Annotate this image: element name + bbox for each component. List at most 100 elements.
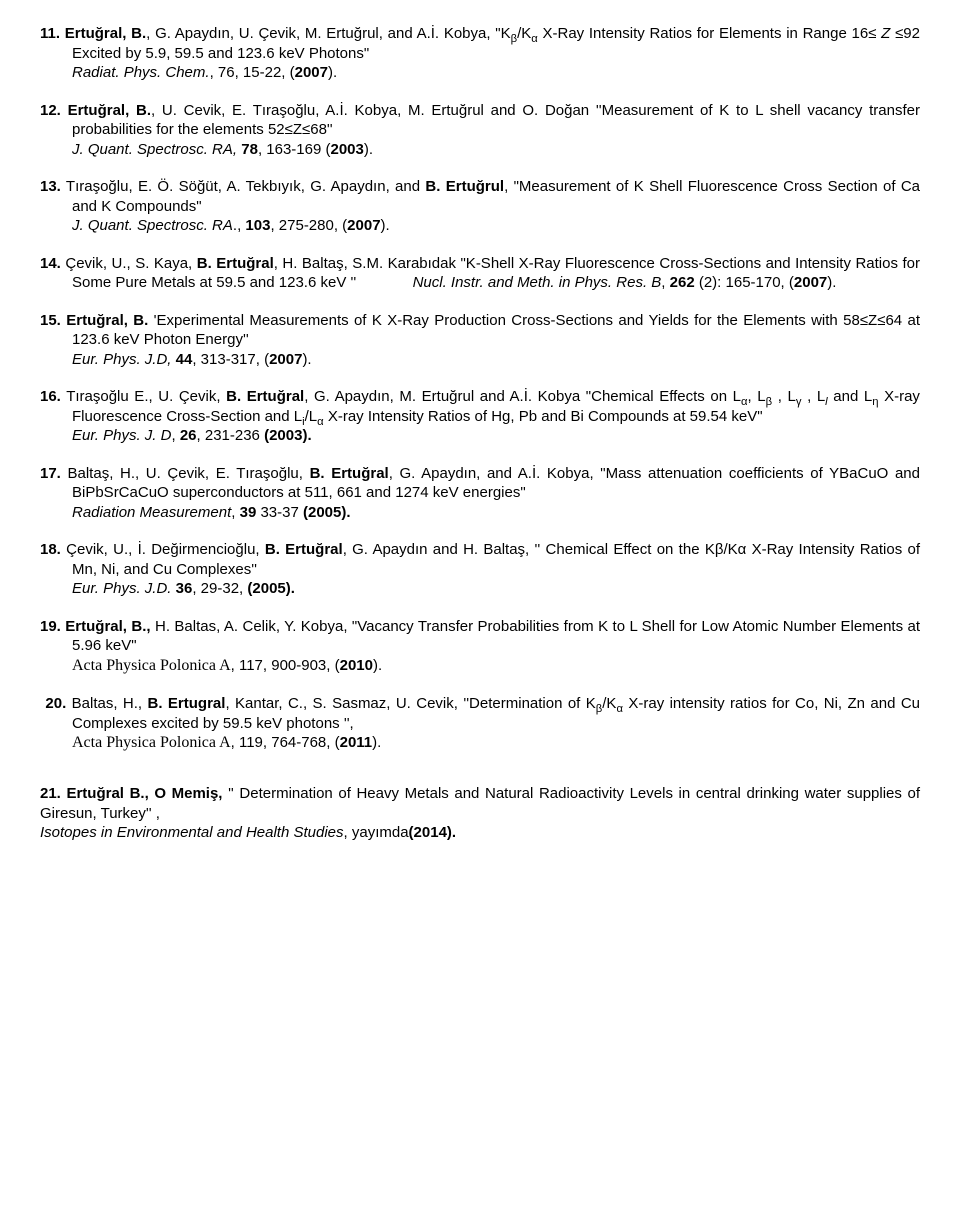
bold-author: B. Ertuğral: [265, 541, 343, 558]
ref-num: 14.: [40, 255, 61, 272]
vol: 39: [240, 504, 257, 521]
year: 2007: [295, 64, 328, 81]
journal: Isotopes in Environmental and Health Stu…: [40, 824, 344, 841]
ref-body: 17. Baltaş, H., U. Çevik, E. Tıraşoğlu, …: [40, 464, 920, 503]
bold-author: B. Ertuğral: [197, 255, 274, 272]
year: 2007: [269, 351, 302, 368]
authors: H. Baltas, A. Celik, Y. Kobya, "Vacancy …: [72, 618, 920, 655]
pages: , 275-280, (: [270, 217, 347, 234]
authors-before: Çevik, U., S. Kaya,: [65, 255, 196, 272]
authors: , G. Apaydın, M. Ertuğrul and A.İ. Kobya…: [304, 388, 741, 405]
t: X-Ray Intensity Ratios for Elements in R…: [538, 25, 881, 42]
authors: , G. Apaydın, U. Çevik, M. Ertuğrul, and…: [146, 25, 510, 42]
inline-italic: Z: [881, 25, 895, 42]
bold-author: Ertuğral B., O Memiş,: [66, 785, 222, 802]
t: , L: [772, 388, 796, 405]
journal: Radiation Measurement: [72, 504, 231, 521]
ref-num: 13.: [40, 178, 61, 195]
ref-journal-line: J. Quant. Spectrosc. RA, 78, 163-169 (20…: [40, 140, 920, 160]
ref-journal-line: Eur. Phys. J.D, 44, 313-317, (2007).: [40, 350, 920, 370]
t: .,: [233, 217, 246, 234]
year: (2003).: [264, 427, 312, 444]
journal: Nucl. Instr. and Meth. in Phys. Res. B: [413, 274, 662, 291]
year: (2005).: [303, 504, 351, 521]
reference-16: 16. Tıraşoğlu E., U. Çevik, B. Ertuğral,…: [40, 387, 920, 446]
pages: (2): 165-170, (: [695, 274, 794, 291]
ref-body: 12. Ertuğral, B., U. Cevik, E. Tıraşoğlu…: [40, 101, 920, 140]
ref-num: 18.: [40, 541, 61, 558]
ref-num: 21.: [40, 785, 61, 802]
t: ).: [373, 657, 382, 674]
ref-body: 19. Ertuğral, B., H. Baltas, A. Celik, Y…: [40, 617, 920, 656]
year: 2010: [340, 657, 373, 674]
year: 2011: [340, 734, 373, 751]
vol: 26: [180, 427, 197, 444]
reference-18: 18. Çevik, U., İ. Değirmencioğlu, B. Ert…: [40, 540, 920, 599]
t: ,: [171, 427, 179, 444]
journal: Acta Physica Polonica A: [72, 657, 231, 674]
t: ).: [364, 141, 373, 158]
ref-num: 20.: [45, 695, 66, 712]
t: ,: [231, 504, 239, 521]
year: 2003: [330, 141, 363, 158]
reference-12: 12. Ertuğral, B., U. Cevik, E. Tıraşoğlu…: [40, 101, 920, 160]
year: (2005).: [247, 580, 295, 597]
year: 2007: [794, 274, 827, 291]
reference-11: 11. Ertuğral, B., G. Apaydın, U. Çevik, …: [40, 24, 920, 83]
authors-before: Çevik, U., İ. Değirmencioğlu,: [66, 541, 265, 558]
t: /L: [305, 408, 318, 425]
pages: , 231-236: [197, 427, 265, 444]
journal: Eur. Phys. J. D: [72, 427, 171, 444]
t: ).: [381, 217, 390, 234]
ref-journal-line: Radiat. Phys. Chem., 76, 15-22, (2007).: [40, 63, 920, 83]
authors-before: Tıraşoğlu E., U. Çevik,: [66, 388, 226, 405]
t: /K: [602, 695, 616, 712]
t: ,: [661, 274, 669, 291]
bold-author: B. Ertuğral: [310, 465, 389, 482]
bold-author: B. Ertugral: [148, 695, 226, 712]
ref-journal-line: Isotopes in Environmental and Health Stu…: [40, 823, 920, 843]
bold-author: B. Ertuğrul: [425, 178, 504, 195]
authors: , Kantar, C., S. Sasmaz, U. Cevik, ''Det…: [225, 695, 595, 712]
authors: , U. Cevik, E. Tıraşoğlu, A.İ. Kobya, M.…: [72, 102, 920, 139]
reference-21: 21. Ertuğral B., O Memiş, '' Determinati…: [40, 784, 920, 843]
bold-author: Ertuğral, B.: [66, 312, 148, 329]
ref-body: 16. Tıraşoğlu E., U. Çevik, B. Ertuğral,…: [40, 387, 920, 426]
t: , L: [801, 388, 825, 405]
reference-20: 20. Baltas, H., B. Ertugral, Kantar, C.,…: [40, 694, 920, 754]
t: ).: [302, 351, 311, 368]
ref-num: 17.: [40, 465, 61, 482]
t: , 117, 900-903, (: [231, 657, 340, 674]
ref-journal-line: Acta Physica Polonica A, 119, 764-768, (…: [40, 733, 920, 754]
year: (2014).: [409, 824, 457, 841]
vol: 44: [176, 351, 193, 368]
ref-journal-line: Radiation Measurement, 39 33-37 (2005).: [40, 503, 920, 523]
bold-author: Ertuğral, B.: [65, 25, 146, 42]
vol: 262: [670, 274, 695, 291]
authors-before: Tıraşoğlu, E. Ö. Söğüt, A. Tekbıyık, G. …: [66, 178, 426, 195]
reference-19: 19. Ertuğral, B., H. Baltas, A. Celik, Y…: [40, 617, 920, 677]
vol: 36: [176, 580, 193, 597]
ref-journal-line: Acta Physica Polonica A, 117, 900-903, (…: [40, 656, 920, 677]
ref-body: 18. Çevik, U., İ. Değirmencioğlu, B. Ert…: [40, 540, 920, 579]
vol: 103: [245, 217, 270, 234]
authors: 'Experimental Measurements of K X-Ray Pr…: [72, 312, 920, 349]
journal: Eur. Phys. J.D,: [72, 351, 171, 368]
t: , yayımda: [344, 824, 409, 841]
pages: , 163-169 (: [258, 141, 331, 158]
ref-journal-line: J. Quant. Spectrosc. RA., 103, 275-280, …: [40, 216, 920, 236]
bold-author: Ertuğral, B.: [68, 102, 151, 119]
ref-num: 16.: [40, 388, 61, 405]
authors-before: Baltaş, H., U. Çevik, E. Tıraşoğlu,: [68, 465, 310, 482]
authors-before: Baltas, H.,: [72, 695, 148, 712]
reference-17: 17. Baltaş, H., U. Çevik, E. Tıraşoğlu, …: [40, 464, 920, 523]
t: X-ray Intensity Ratios of Hg, Pb and Bi …: [324, 408, 763, 425]
t: ).: [328, 64, 337, 81]
journal: J. Quant. Spectrosc. RA,: [72, 141, 237, 158]
pages: 33-37: [256, 504, 303, 521]
ref-num: 19.: [40, 618, 61, 635]
t: ).: [372, 734, 381, 751]
t: , 76, 15-22, (: [210, 64, 295, 81]
ref-body: 21. Ertuğral B., O Memiş, '' Determinati…: [40, 784, 920, 823]
journal: Radiat. Phys. Chem.: [72, 64, 210, 81]
